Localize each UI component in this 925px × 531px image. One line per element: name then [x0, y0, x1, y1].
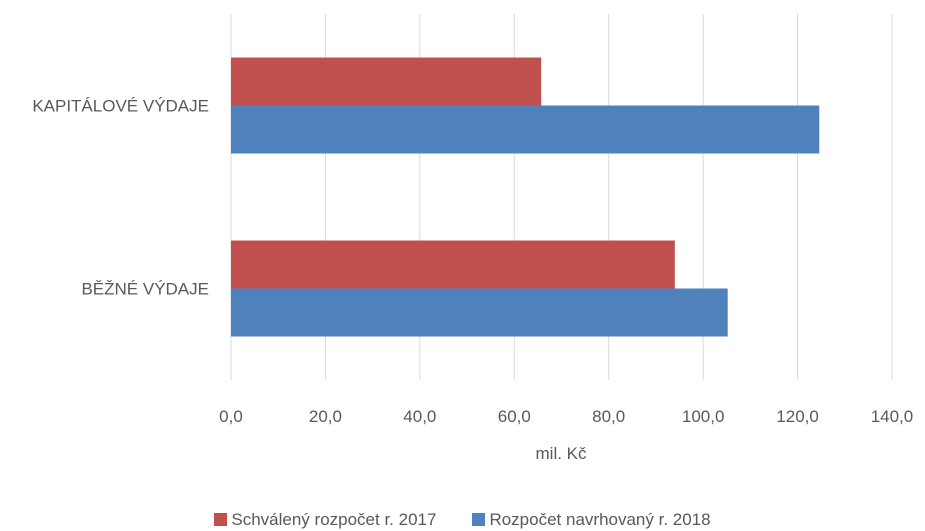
x-tick-label: 20,0	[309, 407, 342, 426]
x-tick-label: 120,0	[776, 407, 819, 426]
x-tick-label: 80,0	[592, 407, 625, 426]
legend-swatch	[214, 513, 228, 526]
category-label: KAPITÁLOVÉ VÝDAJE	[32, 97, 209, 116]
bar	[231, 240, 675, 289]
bar	[231, 288, 728, 337]
legend-item: Rozpočet navrhovaný r. 2018	[472, 509, 711, 530]
x-tick-label: 60,0	[498, 407, 531, 426]
x-tick-label: 100,0	[682, 407, 725, 426]
x-tick-labels: 0,0 20,0 40,0 60,0 80,0 100,0 120,0 140,0	[219, 407, 913, 426]
legend-label: Schválený rozpočet r. 2017	[231, 509, 437, 529]
x-tick-label: 40,0	[403, 407, 436, 426]
legend: Schválený rozpočet r. 2017 Rozpočet navrh…	[0, 508, 925, 531]
legend-label: Rozpočet navrhovaný r. 2018	[489, 509, 711, 529]
legend-swatch	[472, 513, 486, 526]
bars	[231, 57, 820, 337]
x-axis-title: mil. Kč	[536, 444, 588, 463]
category-labels: KAPITÁLOVÉ VÝDAJE BĚŽNÉ VÝDAJE	[32, 97, 209, 299]
legend-item: Schválený rozpočet r. 2017	[214, 510, 436, 530]
bar-chart: KAPITÁLOVÉ VÝDAJE BĚŽNÉ VÝDAJE 0,0 20,0 40,…	[32, 14, 913, 463]
x-tick-label: 0,0	[219, 407, 243, 426]
bar	[231, 57, 542, 106]
x-tick-label: 140,0	[871, 407, 914, 426]
bar	[231, 105, 820, 154]
category-label: BĚŽNÉ VÝDAJE	[81, 280, 209, 299]
